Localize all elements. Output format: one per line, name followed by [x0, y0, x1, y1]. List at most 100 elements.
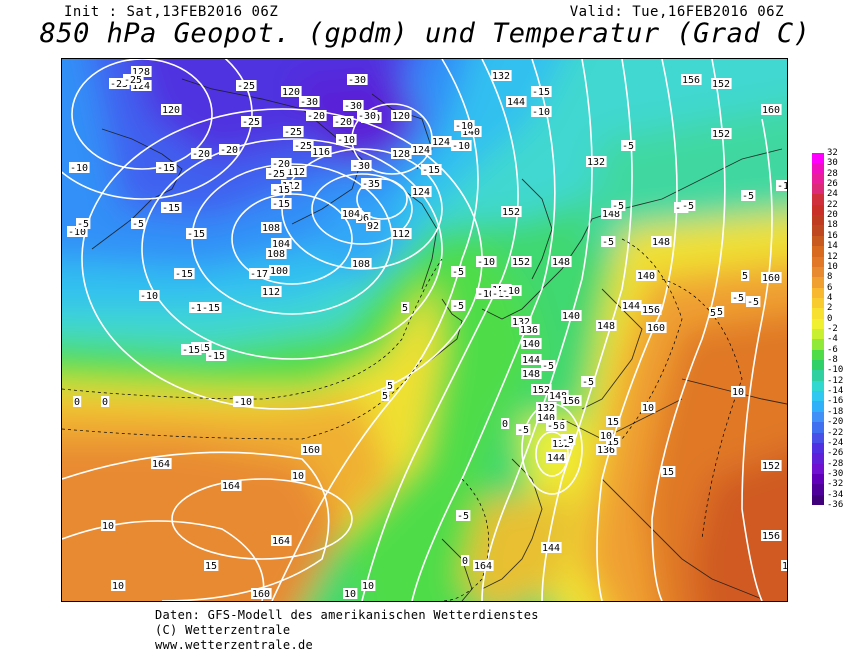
- geopotential-label-bg: [536, 412, 557, 423]
- temperature-label-bg: [343, 100, 364, 111]
- temperature-label-bg: [174, 268, 195, 279]
- temperature-label-bg: [139, 290, 160, 301]
- footer-credits: Daten: GFS-Modell des amerikanischen Wet…: [155, 608, 539, 653]
- temperature-label: -15: [175, 269, 193, 280]
- temperature-label: 5: [387, 381, 393, 392]
- geopotential-label: 112: [287, 167, 305, 178]
- geopotential-label: 152: [712, 129, 730, 140]
- temperature-label-bg: [189, 302, 210, 313]
- legend-color-swatch: [812, 173, 824, 185]
- temperature-label: -5: [602, 237, 614, 248]
- geopotential-label-bg: [646, 322, 667, 333]
- temperature-label: -30: [348, 75, 366, 86]
- geopotential-label: 156: [642, 305, 660, 316]
- temperature-label: -5: [452, 301, 464, 312]
- temperature-label: -10: [477, 257, 495, 268]
- temperature-label-bg: [746, 296, 761, 307]
- geopotential-label: 100: [270, 266, 288, 277]
- temperature-label-bg: [306, 110, 327, 121]
- temperature-label-bg: [351, 160, 372, 171]
- temperature-label: 5: [382, 391, 388, 402]
- geopotential-label-bg: [131, 80, 152, 91]
- geopotential-label: 92: [367, 221, 379, 232]
- temperature-label-bg: [476, 256, 497, 267]
- legend-tick-label: 20: [827, 210, 838, 221]
- geopotential-label: 112: [392, 229, 410, 240]
- legend-color-swatch: [812, 204, 824, 216]
- geopotential-label-bg: [521, 338, 542, 349]
- temperature-label: -5: [517, 425, 529, 436]
- temperature-label-bg: [776, 180, 787, 191]
- temperature-label: 10: [362, 581, 374, 592]
- geopotential-label: 124: [412, 187, 430, 198]
- temperature-label-bg: [233, 396, 254, 407]
- geopotential-label-bg: [491, 70, 512, 81]
- legend-tick-label: -16: [827, 396, 844, 407]
- geopotential-label: 156: [682, 75, 700, 86]
- geopotential-label: 148: [522, 369, 540, 380]
- weather-map: 1281241201201201241281241161121121081041…: [61, 58, 788, 602]
- temperature-label-bg: [516, 424, 531, 435]
- temperature-label: 5: [717, 307, 723, 318]
- geopotential-label: 108: [267, 249, 285, 260]
- geopotential-label: 120: [162, 105, 180, 116]
- geopotential-label-bg: [531, 384, 552, 395]
- map-canvas: 1281241201201201241281241161121121081041…: [62, 59, 787, 601]
- temperature-label: -5: [77, 219, 89, 230]
- legend-color-swatch: [812, 194, 824, 206]
- geopotential-label: 152: [512, 257, 530, 268]
- temperature-label-bg: [241, 116, 262, 127]
- temperature-label-bg: [156, 162, 177, 173]
- temperature-label-bg: [531, 106, 552, 117]
- temperature-label-bg: [206, 350, 227, 361]
- geopotential-label-bg: [596, 444, 617, 455]
- geopotential-label: 132: [587, 157, 605, 168]
- temperature-label: -5: [747, 297, 759, 308]
- temperature-label-bg: [123, 74, 144, 85]
- geopotential-label-bg: [311, 146, 332, 157]
- geopotential-label: 104: [272, 239, 290, 250]
- temperature-label: 15: [205, 561, 217, 572]
- geopotential-label: 120: [282, 87, 300, 98]
- temperature-label-bg: [266, 168, 287, 179]
- legend-color-swatch: [812, 266, 824, 278]
- temperature-label-bg: [67, 226, 88, 237]
- geopotential-label: 148: [552, 257, 570, 268]
- geopotential-label-bg: [391, 110, 412, 121]
- temperature-label-bg: [111, 580, 126, 591]
- legend-tick-label: -22: [827, 427, 844, 438]
- geopotential-label: 132: [512, 317, 530, 328]
- temperature-label: -5: [622, 141, 634, 152]
- temperature-label: -10: [777, 181, 787, 192]
- temperature-label: -15: [187, 229, 205, 240]
- temperature-label: -10: [140, 291, 158, 302]
- temperature-label: -5: [562, 435, 574, 446]
- geopotential-label-bg: [548, 390, 569, 401]
- legend-color-swatch: [812, 246, 824, 258]
- temperature-label: -30: [358, 111, 376, 122]
- geopotential-label-bg: [546, 452, 567, 463]
- legend-color-bar: [812, 153, 824, 506]
- geopotential-label-bg: [541, 542, 562, 553]
- legend-color-swatch: [812, 349, 824, 361]
- legend-tick-label: -14: [827, 386, 844, 397]
- temperature-label-bg: [181, 344, 202, 355]
- legend-color-swatch: [812, 484, 824, 496]
- legend-color-swatch: [812, 473, 824, 485]
- legend-color-swatch: [812, 401, 824, 413]
- footer-url[interactable]: www.wetterzentrale.de: [155, 638, 314, 652]
- legend-tick-label: 2: [827, 303, 833, 314]
- geopotential-label: 148: [597, 321, 615, 332]
- legend-tick-label: -24: [827, 437, 844, 448]
- geopotential-label: 160: [762, 273, 780, 284]
- legend-tick-label: 8: [827, 272, 833, 283]
- geopotential-label: 164: [272, 536, 290, 547]
- geopotential-label: 144: [522, 355, 540, 366]
- temperature-label-bg: [76, 218, 91, 229]
- temperature-field: [62, 59, 787, 601]
- geopotential-label: 124: [132, 81, 150, 92]
- legend-tick-label: 18: [827, 220, 838, 231]
- geopotential-label: 144: [622, 301, 640, 312]
- temperature-label-bg: [601, 236, 616, 247]
- legend-tick-label: -12: [827, 375, 844, 386]
